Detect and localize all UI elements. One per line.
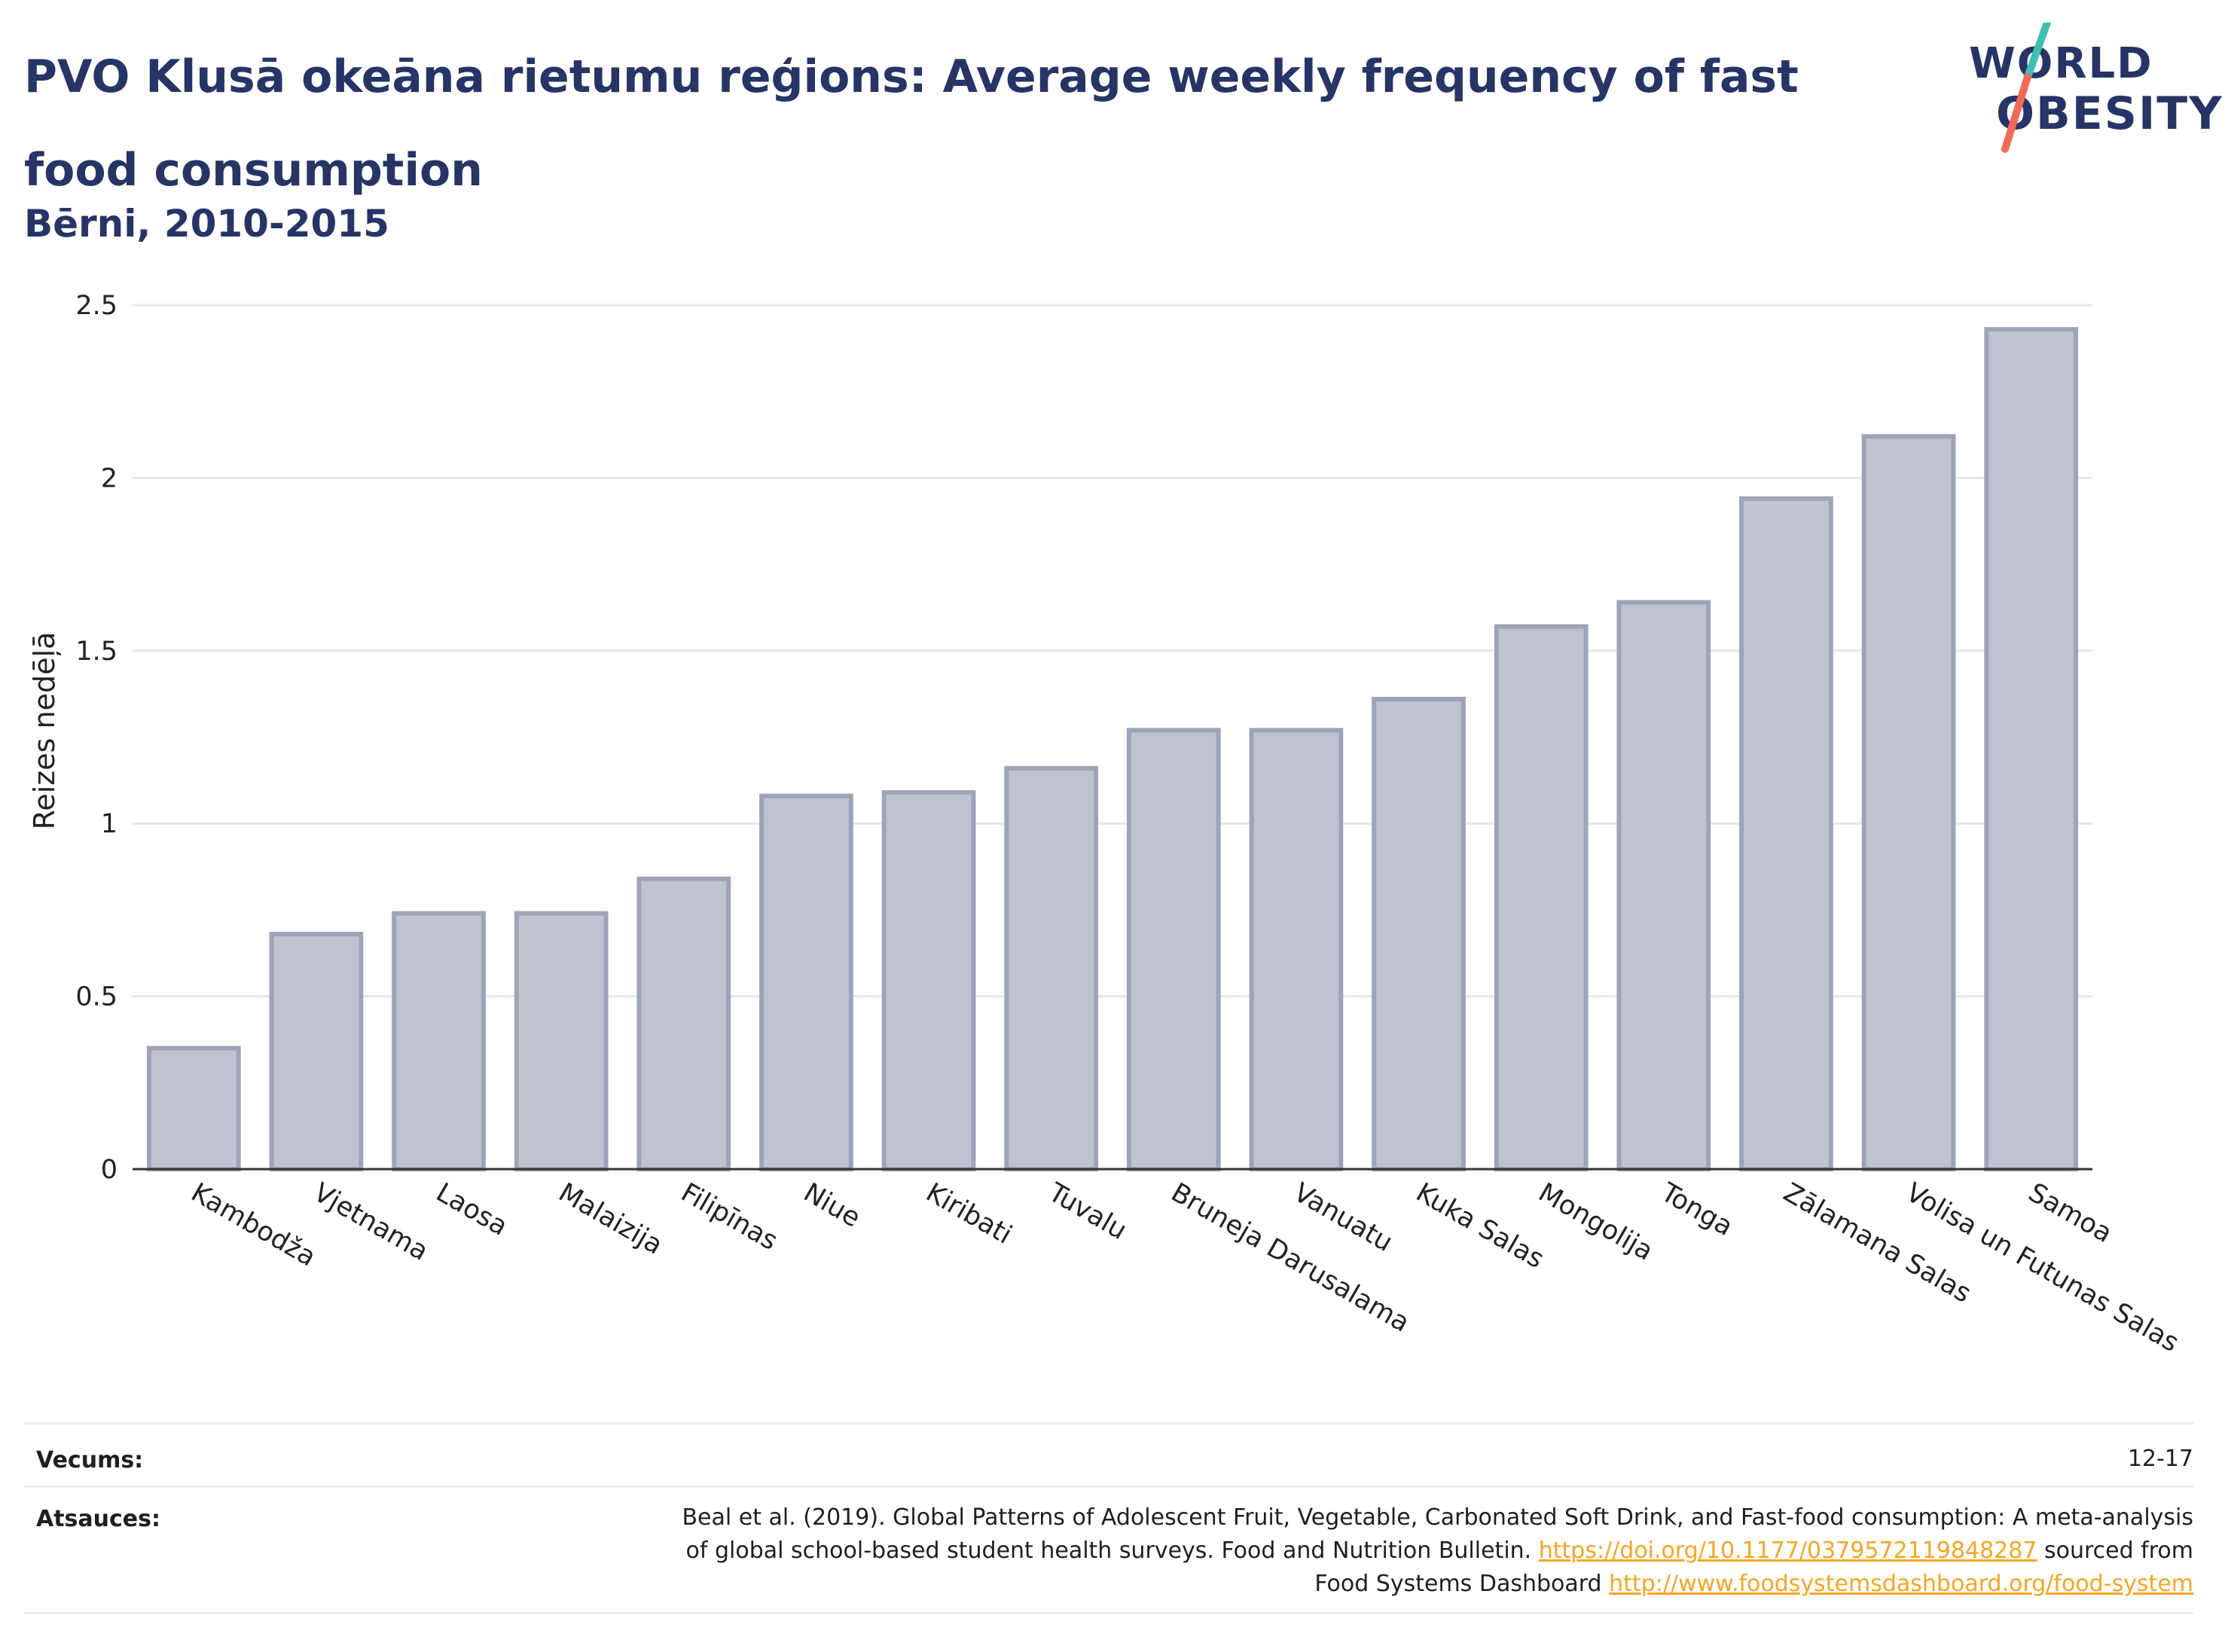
bar [514, 911, 609, 1172]
x-tick-label: Samoa [2023, 1177, 2117, 1249]
logo-slash-icon [2001, 23, 2051, 153]
source-line-2-text: of global school-based student health su… [685, 1537, 1532, 1564]
doi-link[interactable]: https://doi.org/10.1177/0379572119848287 [1538, 1537, 2037, 1564]
source-line-2: of global school-based student health su… [682, 1534, 2193, 1568]
food-systems-link[interactable]: http://www.foodsystemsdashboard.org/food… [1609, 1571, 2193, 1597]
x-tick-label: Kuka Salas [1411, 1177, 1549, 1275]
footer-sources-label: Atsauces: [36, 1506, 160, 1532]
footer-age-value: 12-17 [2127, 1446, 2193, 1472]
source-line-2-suffix: sourced from [2043, 1537, 2193, 1564]
source-line-3-text: Food Systems Dashboard [1314, 1571, 1602, 1597]
chart-subtitle: Bērni, 2010-2015 [24, 202, 389, 246]
footer-sources-row: Atsauces: Beal et al. (2019). Global Pat… [24, 1486, 2193, 1614]
x-tick-label: Vjetnama [308, 1177, 433, 1267]
x-tick-label: Malaizija [554, 1177, 667, 1261]
x-tick-label: Kambodža [186, 1177, 321, 1272]
bar [392, 911, 486, 1172]
y-tick-label: 0.5 [75, 982, 118, 1012]
bar [881, 789, 976, 1171]
bar [269, 932, 364, 1171]
x-tick-label: Filipīnas [676, 1177, 783, 1257]
y-tick-label: 0 [101, 1155, 118, 1185]
bar [1494, 624, 1589, 1171]
x-tick-label: Tonga [1655, 1177, 1738, 1242]
x-tick-label: Laosa [431, 1177, 512, 1242]
x-tick-label: Tuvalu [1042, 1177, 1131, 1246]
footer-age-row: Vecums: 12-17 [24, 1422, 2193, 1488]
bar [1126, 728, 1221, 1171]
bar [1372, 697, 1466, 1171]
bar [146, 1046, 241, 1172]
y-tick-label: 2.5 [75, 291, 118, 321]
footer-sources-text: Beal et al. (2019). Global Patterns of A… [682, 1501, 2193, 1601]
bars [146, 327, 2079, 1172]
chart-title: PVO Klusā okeāna rietumu reģions: Averag… [24, 50, 1799, 197]
source-line-3: Food Systems Dashboard http://www.foodsy… [682, 1568, 2193, 1601]
x-tick-label: Vanuatu [1288, 1177, 1397, 1258]
y-tick-label: 1.5 [75, 637, 118, 667]
y-tick-label: 1 [101, 809, 118, 839]
footer-bottom-rule [24, 1612, 2193, 1614]
x-tick-label: Niue [798, 1177, 865, 1233]
x-tick-label: Mongolija [1534, 1177, 1659, 1267]
logo-word-obesity: OBESITY [1996, 87, 2223, 140]
bar [759, 793, 853, 1171]
bar [1739, 496, 1833, 1171]
logo-word-world: WORLD [1969, 39, 2153, 88]
y-axis-title: Reizes nedēļā [28, 632, 61, 830]
footer-age-label: Vecums: [36, 1447, 144, 1473]
bar [636, 876, 731, 1172]
bar [1004, 765, 1099, 1171]
bar [1984, 327, 2079, 1172]
y-tick-label: 2 [101, 463, 118, 493]
x-tick-label: Kiribati [921, 1177, 1017, 1250]
bar [1249, 728, 1344, 1171]
bar [1861, 434, 1956, 1171]
bar [1616, 600, 1711, 1171]
world-obesity-logo: WORLD OBESITY [1966, 23, 2222, 158]
source-line-1: Beal et al. (2019). Global Patterns of A… [682, 1504, 2193, 1531]
